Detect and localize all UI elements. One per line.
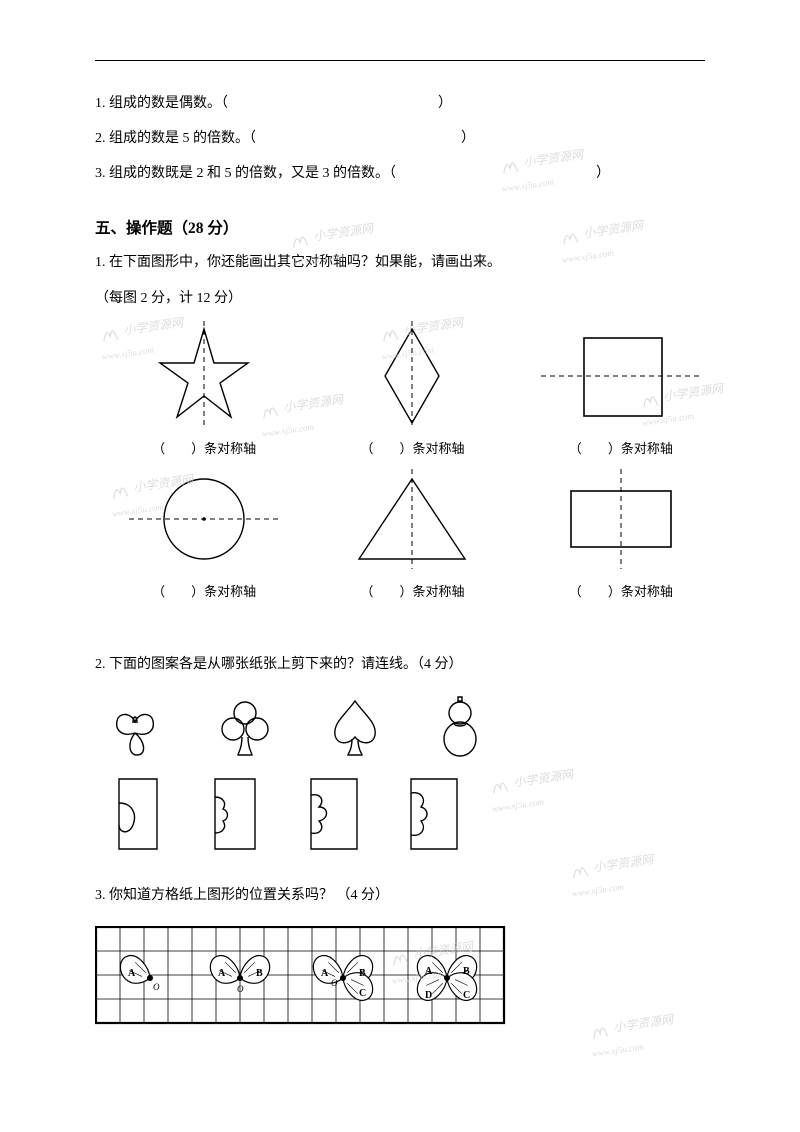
svg-text:C: C (463, 990, 470, 1001)
q3-text: 3. 你知道方格纸上图形的位置关系吗？ （4 分） (95, 883, 705, 908)
icon-clover (105, 701, 165, 761)
svg-text:B: B (359, 968, 366, 979)
svg-text:A: A (218, 968, 226, 979)
svg-text:O: O (153, 982, 160, 992)
folded-4 (407, 775, 467, 853)
prev-line-2: 2. 组成的数是 5 的倍数。（） (95, 126, 705, 151)
shape-rhombus: （）条对称轴 (328, 321, 496, 460)
svg-text:C: C (359, 988, 366, 999)
q1-text: 1. 在下面图形中，你还能画出其它对称轴吗？如果能，请画出来。 (95, 250, 705, 275)
svg-text:O: O (331, 978, 338, 988)
svg-text:B: B (463, 966, 470, 977)
q3-grid-figure: A O A B O A B C O (95, 926, 705, 1045)
prev-line-3: 3. 组成的数既是 2 和 5 的倍数，又是 3 的倍数。（） (95, 161, 705, 186)
q2-folded-row (115, 775, 705, 853)
shapes-row-2: （）条对称轴 （）条对称轴 （）条对称轴 (120, 464, 705, 603)
icon-spade (325, 695, 385, 761)
folded-1 (115, 775, 171, 853)
icon-club (215, 697, 275, 761)
folded-2 (211, 775, 267, 853)
q1-points: （每图 2 分，计 12 分） (95, 286, 705, 311)
svg-text:A: A (128, 968, 136, 979)
icon-gourd (435, 691, 485, 761)
q2-text: 2. 下面的图案各是从哪张纸张上剪下来的？请连线。（4 分） (95, 652, 705, 677)
svg-text:D: D (425, 990, 432, 1001)
svg-text:A: A (425, 966, 433, 977)
q2-icons-row (105, 691, 705, 761)
shape-rectangle: （）条对称轴 (537, 464, 705, 603)
svg-text:A: A (321, 968, 329, 979)
svg-text:O: O (237, 984, 244, 994)
header-rule (95, 60, 705, 61)
shapes-row-1: （）条对称轴 （）条对称轴 （）条对称轴 (120, 321, 705, 460)
folded-3 (307, 775, 367, 853)
shape-triangle: （）条对称轴 (328, 464, 496, 603)
shape-square: （）条对称轴 (537, 321, 705, 460)
shape-circle: （）条对称轴 (120, 464, 288, 603)
section-5-title: 五、操作题（28 分） (95, 215, 705, 243)
svg-text:B: B (256, 968, 263, 979)
shape-star: （）条对称轴 (120, 321, 288, 460)
prev-line-1: 1. 组成的数是偶数。（） (95, 91, 705, 116)
